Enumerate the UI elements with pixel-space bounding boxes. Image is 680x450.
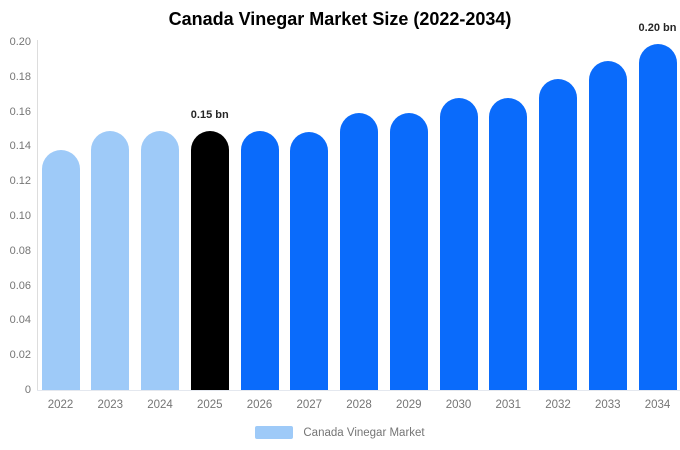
x-tick-label: 2028 [346, 399, 372, 411]
bar-2025[interactable] [190, 130, 229, 390]
data-label-2034: 0.20 bn [638, 21, 677, 34]
bar-2031[interactable] [489, 97, 528, 390]
x-tick-label: 2024 [147, 399, 173, 411]
y-tick-label: 0.06 [9, 279, 31, 292]
bar-2029[interactable] [389, 113, 428, 390]
y-tick-label: 0 [24, 384, 31, 396]
x-tick-label: 2029 [395, 399, 422, 411]
bar-2032[interactable] [539, 78, 577, 390]
x-tick-label: 2025 [196, 399, 223, 411]
bar-2034[interactable] [638, 43, 677, 390]
x-tick-label: 2026 [246, 399, 273, 411]
y-tick-label: 0.20 [9, 36, 31, 48]
bar-2033[interactable] [588, 61, 627, 390]
y-tick-label: 0.08 [9, 244, 31, 257]
y-axis-line [37, 40, 38, 390]
y-tick-label: 0.14 [9, 140, 31, 153]
legend-item[interactable]: Canada Vinegar Market [0, 426, 680, 439]
bar-2022[interactable] [41, 149, 80, 390]
bar-2026[interactable] [240, 130, 279, 390]
x-tick-label: 2034 [644, 399, 671, 411]
y-tick-label: 0.16 [9, 105, 31, 118]
y-tick-label: 0.04 [9, 314, 31, 327]
data-label-2025: 0.15 bn [190, 108, 229, 121]
bar-2023[interactable] [91, 130, 130, 390]
x-tick-label: 2033 [594, 399, 621, 411]
y-tick-label: 0.12 [9, 175, 31, 188]
y-tick-label: 0.18 [9, 70, 31, 83]
bar-2024[interactable] [141, 130, 179, 390]
x-axis-line [37, 390, 680, 391]
x-tick-label: 2027 [296, 399, 323, 411]
bar-2027[interactable] [290, 132, 329, 390]
y-tick-label: 0.02 [9, 349, 31, 362]
bar-2030[interactable] [439, 97, 478, 390]
x-tick-label: 2031 [495, 399, 522, 411]
legend-label: Canada Vinegar Market [303, 426, 425, 439]
x-tick-label: 2022 [47, 399, 74, 411]
bar-2028[interactable] [340, 113, 378, 390]
y-tick-label: 0.10 [9, 210, 31, 222]
x-tick-label: 2030 [445, 399, 472, 411]
x-tick-label: 2032 [545, 399, 571, 411]
x-tick-label: 2023 [97, 399, 124, 411]
chart-title: Canada Vinegar Market Size (2022-2034) [168, 9, 512, 29]
legend-swatch [255, 426, 294, 439]
